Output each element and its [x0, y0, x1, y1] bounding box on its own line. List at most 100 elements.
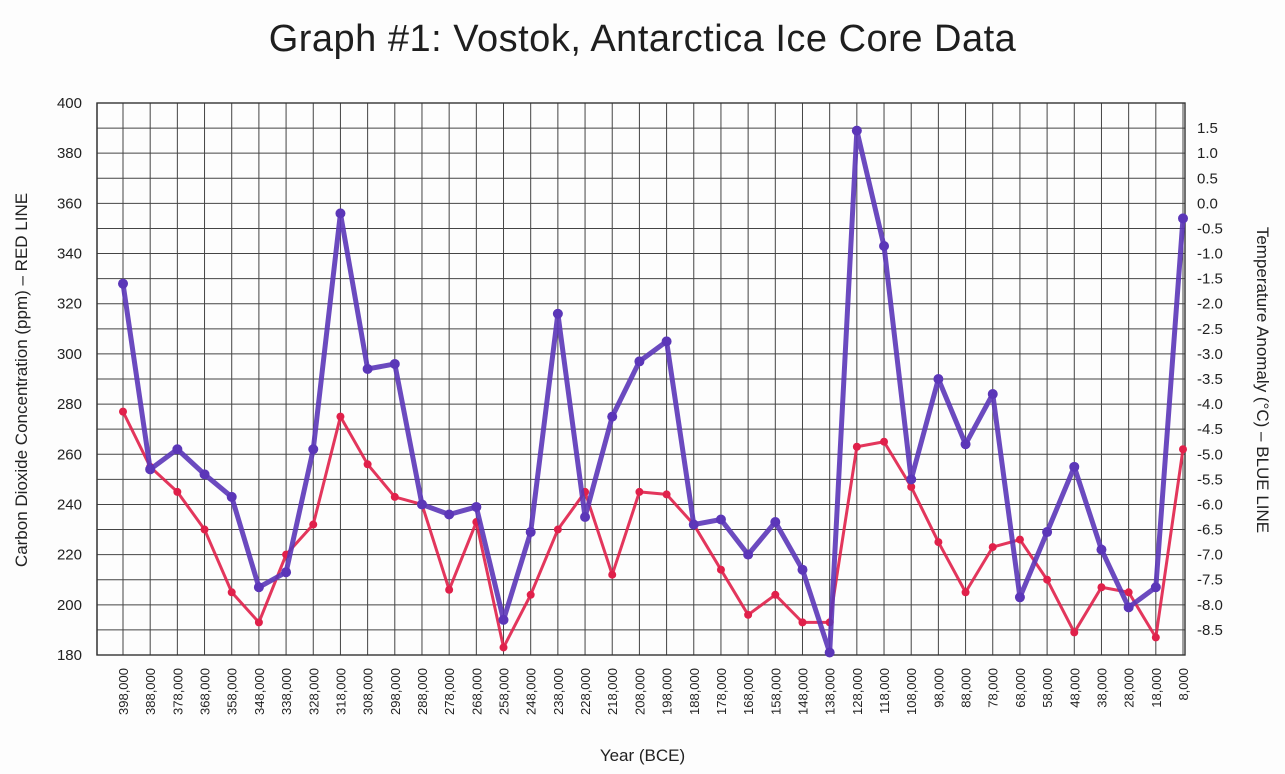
temperature-point	[362, 363, 373, 374]
y-tick-label-left: 260	[57, 446, 82, 463]
co2-point	[744, 610, 753, 619]
co2-point	[1070, 628, 1079, 637]
co2-point	[445, 585, 454, 594]
x-tick-label: 298,000	[388, 668, 403, 715]
co2-point	[336, 412, 345, 421]
x-tick-label: 158,000	[768, 668, 783, 715]
y-tick-label-left: 340	[57, 246, 82, 263]
co2-point	[1097, 583, 1106, 592]
co2-point	[662, 490, 671, 499]
x-tick-label: 338,000	[279, 668, 294, 715]
co2-point	[934, 538, 943, 547]
temperature-point	[1178, 213, 1188, 224]
x-tick-label: 78,000	[986, 668, 1001, 708]
temperature-point	[389, 358, 400, 369]
x-tick-label: 308,000	[361, 668, 376, 715]
co2-line	[121, 410, 1185, 649]
x-tick-label: 288,000	[415, 668, 430, 715]
y-tick-label-left: 180	[57, 647, 82, 664]
x-tick-label: 88,000	[959, 668, 974, 708]
temperature-point	[145, 464, 156, 475]
co2-point	[798, 618, 807, 627]
co2-point	[363, 460, 372, 469]
temperature-point	[172, 444, 183, 455]
co2-point	[1179, 445, 1187, 454]
y-tick-label-right: -2.0	[1197, 296, 1223, 313]
temperature-point	[770, 517, 781, 528]
co2-point	[907, 482, 916, 491]
x-tick-label: 198,000	[660, 668, 675, 715]
chart-title: Graph #1: Vostok, Antarctica Ice Core Da…	[268, 18, 1017, 60]
x-tick-label: 328,000	[306, 668, 321, 715]
co2-point	[499, 643, 508, 652]
temperature-point	[797, 564, 808, 575]
temperature-point	[607, 411, 618, 422]
co2-point	[1015, 535, 1024, 544]
temperature-point	[1150, 582, 1161, 593]
y-tick-label-right: -3.5	[1197, 371, 1223, 388]
co2-point	[254, 618, 263, 627]
x-tick-label: 388,000	[143, 668, 158, 715]
x-tick-label: 48,000	[1067, 668, 1082, 708]
temperature-point	[906, 474, 917, 485]
y-tick-label-right: -2.5	[1197, 321, 1223, 338]
x-tick-label: 348,000	[252, 668, 267, 715]
x-tick-label: 218,000	[605, 668, 620, 715]
y-tick-label-right: -3.0	[1197, 346, 1223, 363]
y-tick-label-right: -1.5	[1197, 271, 1223, 288]
x-tick-label: 8,000	[1176, 668, 1191, 701]
co2-point	[880, 437, 889, 446]
y-tick-label-left: 320	[57, 296, 82, 313]
temperature-point	[552, 308, 563, 319]
co2-point	[200, 525, 209, 534]
co2-point	[1151, 633, 1160, 642]
x-tick-label: 118,000	[877, 668, 892, 714]
co2-point	[771, 590, 780, 599]
plot-border	[96, 102, 1186, 656]
x-tick-label: 148,000	[795, 668, 810, 715]
co2-point	[1124, 588, 1133, 597]
x-tick-label: 258,000	[497, 668, 512, 715]
x-tick-label: 268,000	[469, 668, 484, 715]
co2-point	[119, 407, 127, 416]
co2-point	[716, 565, 725, 574]
temperature-point	[1069, 461, 1080, 472]
temperature-point	[416, 499, 427, 510]
temperature-point	[987, 389, 998, 400]
y-tick-label-left: 360	[57, 195, 82, 212]
temperature-point	[498, 614, 509, 625]
x-tick-label: 178,000	[714, 668, 729, 715]
temperature-point	[199, 469, 210, 480]
temperature-point	[1096, 544, 1107, 555]
y-tick-label-right: 1.5	[1197, 120, 1218, 137]
temperature-point	[253, 582, 264, 593]
y-tick-label-right: -8.5	[1197, 622, 1223, 639]
x-tick-label: 128,000	[850, 668, 865, 715]
x-tick-label: 58,000	[1040, 668, 1055, 708]
y-tick-label-right: -5.5	[1197, 471, 1223, 488]
y-tick-label-right: -7.0	[1197, 547, 1223, 564]
y-tick-label-left: 280	[57, 396, 82, 413]
co2-point	[390, 492, 399, 501]
temperature-point	[1123, 602, 1134, 613]
temperature-point	[743, 549, 754, 560]
y-tick-label-right: 0.0	[1197, 195, 1218, 212]
y-tick-label-left: 380	[57, 145, 82, 162]
x-tick-label: 18,000	[1149, 668, 1164, 708]
co2-point	[309, 520, 318, 529]
temperature-point	[933, 374, 944, 384]
y-tick-label-right: 1.0	[1197, 145, 1218, 162]
temperature-point	[525, 527, 536, 538]
x-tick-label: 98,000	[931, 668, 946, 708]
temperature-point	[960, 439, 971, 450]
x-tick-label: 238,000	[551, 668, 566, 715]
y-tick-label-right: -1.0	[1197, 246, 1223, 263]
co2-point	[852, 442, 861, 451]
temperature-point	[824, 647, 835, 658]
y-tick-label-right: -0.5	[1197, 220, 1223, 237]
y-tick-label-right: -8.0	[1197, 597, 1223, 614]
y-tick-label-right: -4.5	[1197, 421, 1223, 438]
x-tick-label: 208,000	[632, 668, 647, 715]
x-tick-label: 168,000	[741, 668, 756, 715]
